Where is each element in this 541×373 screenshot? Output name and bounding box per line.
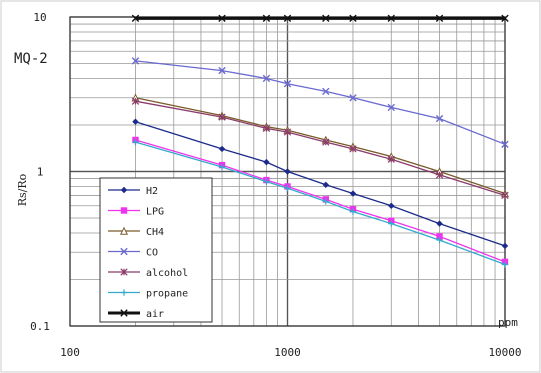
data-point — [119, 226, 129, 235]
legend-item: propane — [108, 289, 188, 300]
data-point — [218, 145, 226, 153]
data-point — [435, 171, 444, 179]
data-point — [262, 74, 271, 83]
series-CO — [131, 57, 509, 148]
y-tick-label: 1 — [37, 166, 44, 179]
data-point — [501, 261, 509, 268]
data-point — [501, 242, 509, 250]
data-point — [218, 66, 226, 75]
data-point — [262, 14, 271, 23]
data-point — [218, 163, 226, 171]
legend-item: alcohol — [108, 268, 188, 279]
data-point — [120, 289, 128, 296]
data-point — [322, 14, 330, 23]
y-axis-label: Rs/Ro — [16, 173, 29, 206]
legend-label: propane — [146, 289, 188, 300]
data-point — [262, 124, 271, 133]
x-tick-label: 10000 — [488, 346, 521, 359]
x-tick-label: 100 — [60, 346, 80, 359]
legend-label: alcohol — [146, 268, 188, 279]
data-point — [501, 140, 509, 148]
data-point — [501, 14, 509, 23]
data-point — [435, 14, 444, 23]
legend-label: LPG — [146, 207, 164, 218]
data-point — [387, 155, 395, 163]
data-point — [349, 94, 357, 102]
data-point — [436, 236, 443, 244]
y-tick-label: 0.1 — [30, 320, 50, 333]
data-point — [349, 208, 357, 215]
data-point — [387, 14, 395, 23]
data-point — [284, 168, 291, 175]
series-alcohol — [131, 97, 509, 200]
legend: H2 LPG CH4 CO alcohol propane air — [99, 177, 213, 323]
data-point — [131, 57, 140, 65]
series-group — [131, 14, 510, 268]
x-axis-label: ppm — [498, 316, 518, 329]
legend-label: H2 — [146, 186, 158, 197]
data-point — [120, 186, 128, 194]
chart-title: MQ-2 — [14, 51, 48, 67]
data-point — [283, 80, 292, 88]
legend-item: LPG — [108, 207, 164, 218]
legend-item: CO — [108, 248, 158, 259]
data-point — [120, 268, 128, 276]
data-point — [436, 220, 443, 227]
data-point — [132, 138, 139, 146]
legend-item: H2 — [108, 186, 158, 197]
data-point — [283, 128, 292, 136]
data-point — [132, 118, 139, 125]
data-point — [131, 97, 140, 105]
data-point — [120, 207, 128, 214]
data-point — [349, 190, 357, 197]
data-point — [322, 138, 330, 146]
series-H2 — [132, 118, 509, 250]
data-point — [388, 220, 395, 227]
y-tick-label: 10 — [33, 11, 46, 24]
legend-label: CH4 — [146, 227, 164, 238]
data-point — [501, 191, 509, 200]
legend-label: CO — [146, 248, 158, 259]
data-point — [387, 103, 395, 112]
data-point — [263, 178, 270, 185]
data-point — [218, 113, 226, 121]
data-point — [120, 247, 128, 256]
data-point — [131, 14, 140, 23]
series-air — [131, 14, 509, 23]
data-point — [283, 14, 292, 23]
data-point — [322, 181, 329, 189]
data-point — [120, 309, 128, 317]
data-point — [322, 198, 329, 205]
x-tick-label: 1000 — [274, 346, 301, 359]
legend-item: CH4 — [108, 226, 164, 238]
data-point — [436, 233, 443, 240]
legend-label: air — [146, 309, 164, 320]
data-point — [284, 184, 291, 192]
data-point — [388, 202, 395, 209]
data-point — [218, 14, 226, 23]
data-point — [263, 158, 270, 166]
data-point — [435, 114, 444, 123]
data-point — [322, 87, 330, 96]
legend-box — [99, 177, 213, 323]
data-point — [349, 145, 357, 153]
legend-item: air — [108, 309, 164, 320]
data-point — [349, 14, 357, 23]
series-propane — [132, 138, 509, 268]
